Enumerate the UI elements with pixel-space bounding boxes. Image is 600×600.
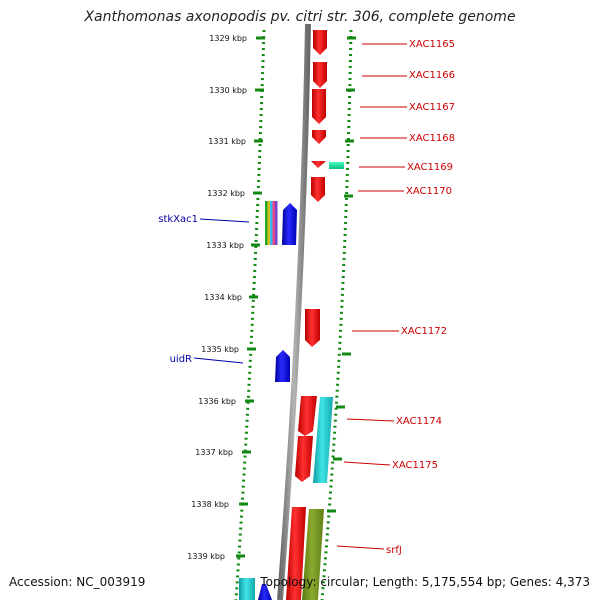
gene-label-xac1169[interactable]: XAC1169 [407, 162, 453, 173]
gene-label-uidr[interactable]: uidR [170, 354, 192, 365]
gene-label-xac1174[interactable]: XAC1174 [396, 416, 442, 427]
accession-text: Accession: NC_003919 [9, 575, 146, 589]
gene-xac1172[interactable] [305, 309, 320, 347]
gene-olive-1[interactable] [302, 509, 324, 600]
genome-title: Xanthomonas axonopodis pv. citri str. 30… [84, 9, 516, 25]
gene-label-xac1175[interactable]: XAC1175 [392, 460, 438, 471]
genome-summary-text: Topology: circular; Length: 5,175,554 bp… [260, 575, 590, 589]
gene-xac1175[interactable] [295, 436, 313, 482]
ruler-tick-label: 1329 kbp [209, 34, 247, 43]
gene-label-xac1170[interactable]: XAC1170 [406, 186, 452, 197]
ruler-tick-label: 1334 kbp [204, 293, 242, 302]
gene-stkxac1-multicolor-1[interactable] [265, 201, 268, 245]
leader-line-stkxac1 [199, 218, 250, 223]
gene-label-stkxac1[interactable]: stkXac1 [158, 214, 198, 225]
ruler-tick-label: 1337 kbp [195, 448, 233, 457]
gene-label-xac1168[interactable]: XAC1168 [409, 133, 455, 144]
leader-line-xac1174 [346, 418, 395, 422]
ruler-tick-label: 1331 kbp [208, 137, 246, 146]
left-track-boundary [234, 29, 266, 600]
ruler-ticks [236, 36, 356, 558]
ruler-tick-label: 1332 kbp [207, 189, 245, 198]
gene-xac1170[interactable] [311, 177, 325, 202]
ruler-tick-label: 1330 kbp [209, 86, 247, 95]
leader-line-xac1175 [343, 461, 391, 466]
leader-line-uidr [193, 357, 244, 364]
gene-xac1174[interactable] [298, 396, 317, 436]
gene-stkxac1-multicolor-3[interactable] [270, 201, 273, 245]
gene-xac1167[interactable] [312, 89, 326, 124]
gene-label-xac1166[interactable]: XAC1166 [409, 70, 455, 81]
gene-srfj[interactable] [286, 507, 306, 600]
gene-xac1166[interactable] [313, 62, 327, 88]
gene-xac1165[interactable] [313, 30, 327, 55]
ruler-tick-label: 1333 kbp [206, 241, 244, 250]
ruler-tick-label: 1339 kbp [187, 552, 225, 561]
gene-stkxac1-multicolor-5[interactable] [275, 201, 278, 245]
gene-cyan-2[interactable] [239, 578, 255, 600]
gene-stkxac1-multicolor-4[interactable] [272, 201, 276, 245]
ruler-tick-label: 1338 kbp [191, 500, 229, 509]
gene-xac1169-teal-feature[interactable] [329, 162, 344, 169]
leader-line-srfj [336, 545, 385, 550]
gene-blue-bottom[interactable] [258, 584, 272, 600]
ruler-tick-label: 1336 kbp [198, 397, 236, 406]
ruler-tick-label: 1335 kbp [201, 345, 239, 354]
gene-stkxac1-multicolor-2[interactable] [267, 201, 271, 245]
gene-stkxac1[interactable] [282, 203, 297, 245]
genome-backbone [277, 23, 311, 600]
gene-xac1169[interactable] [311, 161, 326, 168]
right-track-boundary [320, 29, 353, 600]
gene-cyan-1[interactable] [313, 397, 333, 483]
gene-label-xac1165[interactable]: XAC1165 [409, 39, 455, 50]
gene-label-xac1167[interactable]: XAC1167 [409, 102, 455, 113]
gene-uidr[interactable] [275, 350, 290, 382]
gene-label-srfj[interactable]: srfJ [386, 545, 402, 556]
gene-xac1168[interactable] [312, 130, 326, 144]
gene-label-xac1172[interactable]: XAC1172 [401, 326, 447, 337]
